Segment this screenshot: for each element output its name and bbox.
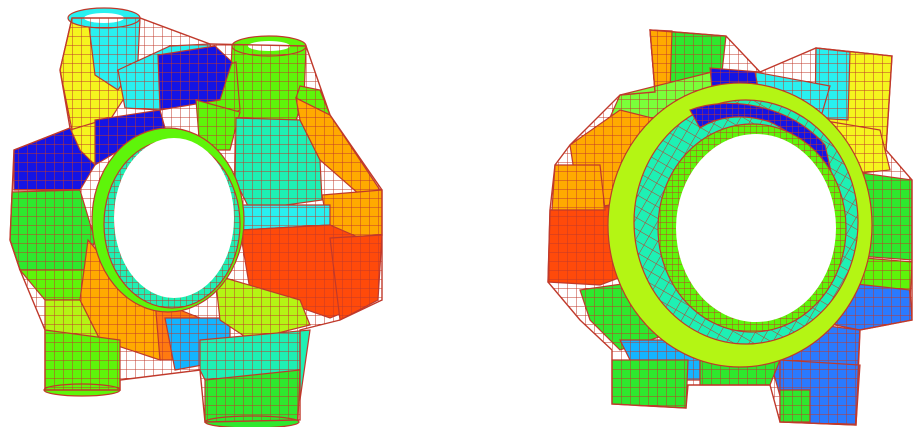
ring-bore bbox=[608, 83, 872, 367]
mesh-view-back bbox=[548, 30, 912, 425]
mesh-view-front bbox=[10, 8, 382, 427]
ring-bore bbox=[92, 128, 244, 312]
